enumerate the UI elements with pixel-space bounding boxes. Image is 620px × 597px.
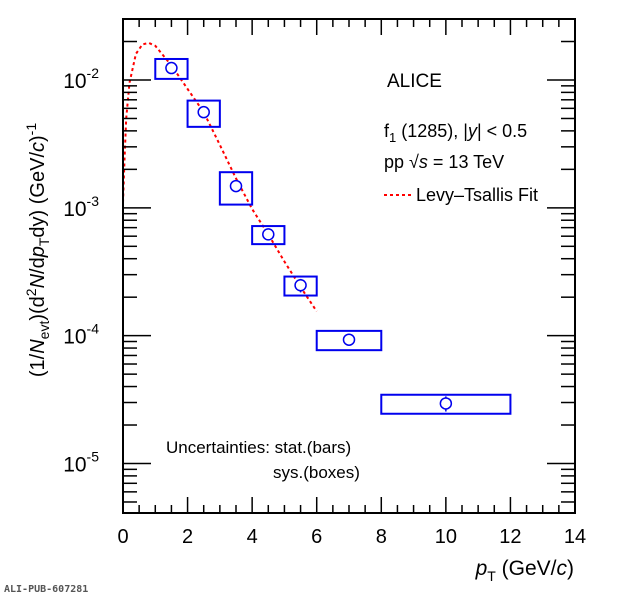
sys-box bbox=[283, 275, 318, 297]
particle-label: f1 (1285), |y| < 0.5 bbox=[384, 121, 527, 145]
energy-label: pp √s = 13 TeV bbox=[384, 152, 504, 172]
publication-id: ALI-PUB-607281 bbox=[4, 584, 88, 595]
sys-box bbox=[251, 225, 286, 246]
data-point bbox=[342, 333, 356, 346]
data-point bbox=[229, 179, 243, 193]
legend-fit-label: Levy–Tsallis Fit bbox=[416, 185, 538, 205]
data-point bbox=[262, 228, 275, 241]
uncertainty-stat-label: Uncertainties: stat.(bars) bbox=[166, 438, 351, 457]
sys-box bbox=[154, 57, 189, 80]
experiment-label: ALICE bbox=[387, 71, 442, 92]
uncertainty-sys-label: sys.(boxes) bbox=[273, 463, 360, 482]
x-tick-label: 14 bbox=[564, 526, 586, 548]
data-point bbox=[294, 278, 307, 292]
sys-box bbox=[315, 329, 383, 352]
sys-box bbox=[218, 171, 254, 206]
x-tick-label: 12 bbox=[499, 526, 521, 548]
y-tick-label: 10-4 bbox=[63, 321, 99, 349]
data-point bbox=[165, 61, 178, 75]
y-tick-label: 10-3 bbox=[63, 193, 99, 221]
y-tick-label: 10-5 bbox=[63, 448, 99, 476]
sys-box bbox=[186, 99, 221, 128]
x-tick-label: 6 bbox=[311, 526, 322, 548]
data-point bbox=[197, 105, 210, 119]
x-tick-label: 0 bbox=[117, 526, 128, 548]
x-tick-label: 2 bbox=[182, 526, 193, 548]
data-point bbox=[439, 397, 453, 410]
x-tick-label: 8 bbox=[376, 526, 387, 548]
sys-box bbox=[380, 393, 512, 415]
y-tick-label: 10-2 bbox=[63, 65, 99, 93]
x-axis-label: pT (GeV/c) bbox=[475, 557, 574, 584]
x-tick-label: 10 bbox=[435, 526, 457, 548]
y-axis-label: (1/Nevt)(d2N/dpTdy) (GeV/c)-1 bbox=[23, 123, 52, 377]
x-tick-label: 4 bbox=[247, 526, 258, 548]
